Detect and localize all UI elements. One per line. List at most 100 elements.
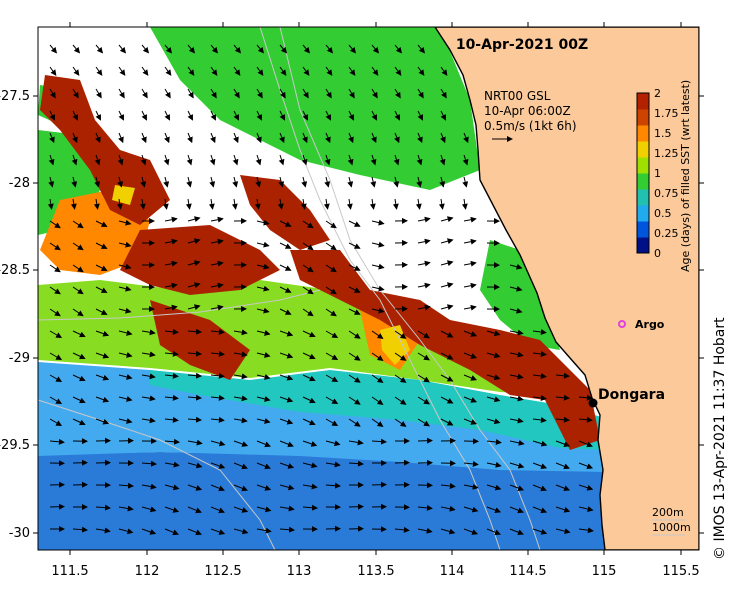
teal-zone <box>150 370 605 450</box>
current-vector <box>394 132 400 144</box>
current-vector <box>141 88 148 99</box>
current-vector <box>141 528 157 535</box>
current-vector <box>440 110 446 121</box>
current-vector <box>417 88 424 99</box>
current-vector <box>532 462 548 469</box>
current-vector <box>187 88 194 99</box>
current-vector <box>438 198 445 210</box>
current-vector <box>210 238 224 245</box>
current-vector <box>463 216 477 223</box>
current-vector-field <box>47 44 594 536</box>
current-vector <box>346 198 353 210</box>
current-vector <box>210 110 216 121</box>
current-vector <box>417 44 426 54</box>
current-vector <box>371 418 384 427</box>
current-vector <box>302 220 314 229</box>
current-vector <box>94 154 101 166</box>
current-vector <box>140 154 147 166</box>
current-vector <box>256 219 270 226</box>
current-vector <box>233 484 248 492</box>
current-vector <box>141 110 147 121</box>
x-tick-label: 111.5 <box>51 564 88 579</box>
dongara-label: Dongara <box>598 387 665 403</box>
current-vector <box>117 154 124 166</box>
current-vector <box>49 352 63 361</box>
current-vector <box>141 506 157 513</box>
x-tick-label: 115 <box>592 564 617 579</box>
current-vector <box>256 462 271 470</box>
current-vector <box>279 396 294 403</box>
current-vector <box>141 395 156 402</box>
current-vector <box>49 396 63 405</box>
current-vector <box>509 351 524 358</box>
current-vector <box>210 440 226 447</box>
current-vector <box>463 304 477 311</box>
current-vector <box>302 374 316 382</box>
current-vector <box>302 308 314 317</box>
current-vector <box>509 462 525 469</box>
current-vector <box>325 308 337 317</box>
current-vector <box>415 198 422 210</box>
current-vector <box>164 328 179 335</box>
current-vector <box>325 44 334 54</box>
current-vector <box>486 352 501 359</box>
current-vector <box>187 132 193 144</box>
current-vector <box>463 374 478 381</box>
current-vector <box>164 132 170 144</box>
current-vector <box>348 220 361 227</box>
current-vector <box>325 374 339 382</box>
current-vector <box>555 440 571 447</box>
current-vector <box>256 329 271 336</box>
current-vector <box>578 527 594 534</box>
current-vector <box>187 484 203 491</box>
current-vector <box>233 395 248 402</box>
current-vector <box>417 260 431 267</box>
current-vector <box>141 417 156 424</box>
current-vector <box>254 198 261 210</box>
current-vector <box>371 438 387 445</box>
current-vector <box>141 351 156 358</box>
current-vector <box>187 44 196 54</box>
current-vector <box>208 198 215 210</box>
current-vector <box>417 66 425 76</box>
current-vector <box>187 110 193 121</box>
current-vector <box>325 242 337 251</box>
current-vector <box>348 286 361 293</box>
land-mass <box>434 27 699 550</box>
current-vector <box>371 352 384 361</box>
current-vector <box>440 260 454 267</box>
current-vector <box>162 198 169 210</box>
current-vector <box>187 372 202 379</box>
current-vector <box>325 66 333 76</box>
current-vector <box>95 286 108 293</box>
colorbar-swatch <box>637 221 649 238</box>
current-vector <box>116 198 123 210</box>
current-vector <box>348 374 361 383</box>
colorbar-tick: 0.5 <box>654 207 672 220</box>
current-vector <box>486 374 501 381</box>
current-vector <box>210 506 225 514</box>
current-vector <box>394 396 407 405</box>
current-vector <box>118 241 132 248</box>
current-vector <box>302 110 308 121</box>
current-vector <box>118 219 132 226</box>
current-vector <box>71 154 78 166</box>
current-vector <box>440 216 454 223</box>
y-tick-label: -30 <box>9 526 30 541</box>
current-vector <box>371 110 377 121</box>
warm-red-zone-coastal <box>290 250 600 450</box>
current-vector <box>371 219 385 226</box>
current-vector <box>302 352 316 360</box>
current-vector <box>461 198 468 210</box>
current-vector <box>72 286 84 295</box>
current-vector <box>348 396 361 405</box>
colorbar-swatch <box>637 125 649 142</box>
current-vector <box>141 483 157 490</box>
current-vector <box>417 238 431 245</box>
current-vector <box>324 176 331 188</box>
x-tick-label: 114 <box>440 564 465 579</box>
current-vector <box>48 154 55 166</box>
current-vector <box>325 482 341 489</box>
current-vector <box>118 329 133 336</box>
current-vector <box>440 396 454 404</box>
